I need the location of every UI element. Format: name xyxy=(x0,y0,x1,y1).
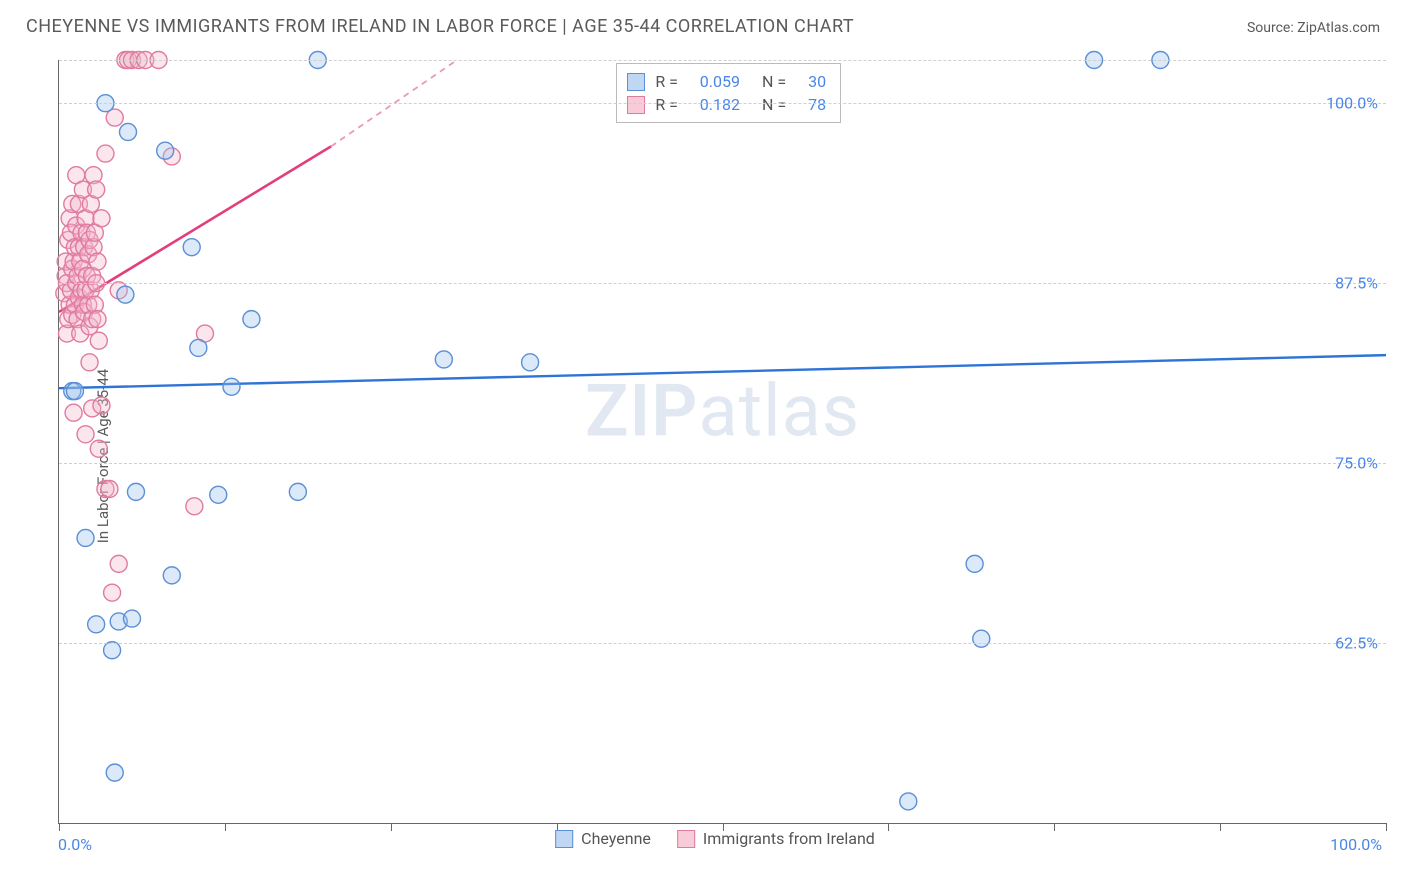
scatter-point-cheyenne xyxy=(120,123,137,140)
source-attribution: Source: ZipAtlas.com xyxy=(1247,20,1380,36)
scatter-point-cheyenne xyxy=(210,486,227,503)
scatter-point-cheyenne xyxy=(106,764,123,781)
y-tick-label: 100.0% xyxy=(1326,94,1378,113)
scatter-point-ireland xyxy=(93,210,110,227)
scatter-point-ireland xyxy=(88,181,105,198)
gridline-h xyxy=(59,643,1386,644)
scatter-point-cheyenne xyxy=(289,483,306,500)
scatter-point-cheyenne xyxy=(123,610,140,627)
legend-swatch-pink2 xyxy=(677,830,695,848)
y-tick-label: 87.5% xyxy=(1335,274,1378,293)
scatter-point-cheyenne xyxy=(183,239,200,256)
scatter-point-cheyenne xyxy=(522,354,539,371)
x-tick xyxy=(225,823,226,831)
scatter-point-ireland xyxy=(97,145,114,162)
scatter-point-cheyenne xyxy=(435,351,452,368)
scatter-point-cheyenne xyxy=(223,378,240,395)
scatter-point-cheyenne xyxy=(157,142,174,159)
scatter-point-cheyenne xyxy=(973,630,990,647)
source-link[interactable]: ZipAtlas.com xyxy=(1297,20,1380,36)
y-tick-label: 62.5% xyxy=(1335,634,1378,653)
scatter-point-cheyenne xyxy=(163,567,180,584)
scatter-point-ireland xyxy=(65,404,82,421)
scatter-point-ireland xyxy=(89,253,106,270)
legend-label-ireland: Immigrants from Ireland xyxy=(703,829,875,848)
scatter-point-cheyenne xyxy=(117,286,134,303)
scatter-point-cheyenne xyxy=(104,642,121,659)
legend-swatch-blue2 xyxy=(555,830,573,848)
scatter-point-ireland xyxy=(77,426,94,443)
scatter-point-cheyenne xyxy=(88,616,105,633)
scatter-point-cheyenne xyxy=(66,383,83,400)
x-axis-min-label: 0.0% xyxy=(58,835,92,854)
gridline-h xyxy=(59,283,1386,284)
scatter-point-cheyenne xyxy=(77,529,94,546)
scatter-point-ireland xyxy=(110,555,127,572)
scatter-point-cheyenne xyxy=(243,311,260,328)
scatter-point-cheyenne xyxy=(190,339,207,356)
x-tick xyxy=(391,823,392,831)
x-tick xyxy=(1220,823,1221,831)
scatter-point-ireland xyxy=(90,440,107,457)
scatter-point-ireland xyxy=(90,332,107,349)
x-tick xyxy=(1386,823,1387,831)
y-tick-label: 75.0% xyxy=(1335,454,1378,473)
scatter-point-ireland xyxy=(101,481,118,498)
x-tick xyxy=(1054,823,1055,831)
x-tick xyxy=(59,823,60,831)
scatter-point-ireland xyxy=(93,397,110,414)
scatter-point-ireland xyxy=(104,584,121,601)
gridline-h xyxy=(59,463,1386,464)
scatter-point-cheyenne xyxy=(900,793,917,810)
scatter-point-ireland xyxy=(186,498,203,515)
legend-bottom: Cheyenne Immigrants from Ireland xyxy=(555,829,875,848)
source-prefix: Source: xyxy=(1247,20,1297,36)
legend-item-cheyenne: Cheyenne xyxy=(555,829,651,848)
scatter-points-layer xyxy=(59,60,1386,823)
gridline-h xyxy=(59,103,1386,104)
x-tick xyxy=(888,823,889,831)
scatter-point-ireland xyxy=(81,354,98,371)
chart-title: CHEYENNE VS IMMIGRANTS FROM IRELAND IN L… xyxy=(26,16,854,37)
gridline-h xyxy=(59,60,1386,61)
scatter-point-cheyenne xyxy=(966,555,983,572)
legend-item-ireland: Immigrants from Ireland xyxy=(677,829,875,848)
scatter-point-cheyenne xyxy=(127,483,144,500)
x-axis-max-label: 100.0% xyxy=(1330,835,1382,854)
scatter-point-ireland xyxy=(89,311,106,328)
legend-label-cheyenne: Cheyenne xyxy=(581,829,651,848)
chart-area: In Labor Force | Age 35-44 ZIPatlas R = … xyxy=(44,60,1386,852)
plot-region: ZIPatlas R = 0.059 N = 30 R = 0.182 N = … xyxy=(58,60,1386,824)
header: CHEYENNE VS IMMIGRANTS FROM IRELAND IN L… xyxy=(0,0,1406,47)
